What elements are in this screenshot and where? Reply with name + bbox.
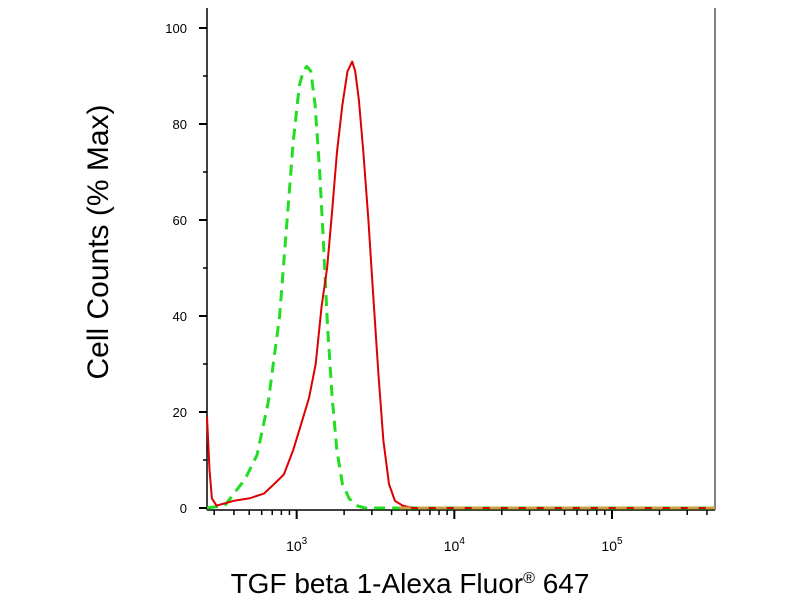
x-tick-base: 10	[444, 538, 460, 554]
x-axis-label-suffix: 647	[535, 568, 590, 599]
x-axis-ticks: 103 104 105	[213, 510, 708, 554]
y-tick-label: 80	[173, 117, 187, 132]
x-tick-base: 10	[286, 538, 302, 554]
y-axis-label: Cell Counts (% Max)	[82, 104, 115, 379]
y-tick-label: 40	[173, 309, 187, 324]
x-tick-label: 105	[601, 536, 623, 554]
series-line-1	[206, 64, 715, 510]
x-tick-label: 104	[444, 536, 466, 554]
x-axis-label-registered-mark: ®	[523, 570, 535, 587]
x-axis-label-main: TGF beta 1-Alexa Fluor	[231, 568, 524, 599]
y-tick-label: 20	[173, 405, 187, 420]
y-axis-ticks: 0 20 40 60 80 100	[165, 21, 207, 516]
x-axis-label: TGF beta 1-Alexa Fluor® 647	[231, 568, 590, 599]
series-line-2	[206, 60, 715, 509]
y-tick-label: 60	[173, 213, 187, 228]
x-tick-exponent: 5	[617, 536, 623, 547]
y-tick-label: 100	[165, 21, 187, 36]
y-tick-label: 0	[180, 501, 187, 516]
x-tick-exponent: 3	[302, 536, 308, 547]
x-tick-base: 10	[601, 538, 617, 554]
x-tick-label: 103	[286, 536, 308, 554]
x-tick-exponent: 4	[459, 536, 465, 547]
series-layer	[206, 60, 715, 510]
